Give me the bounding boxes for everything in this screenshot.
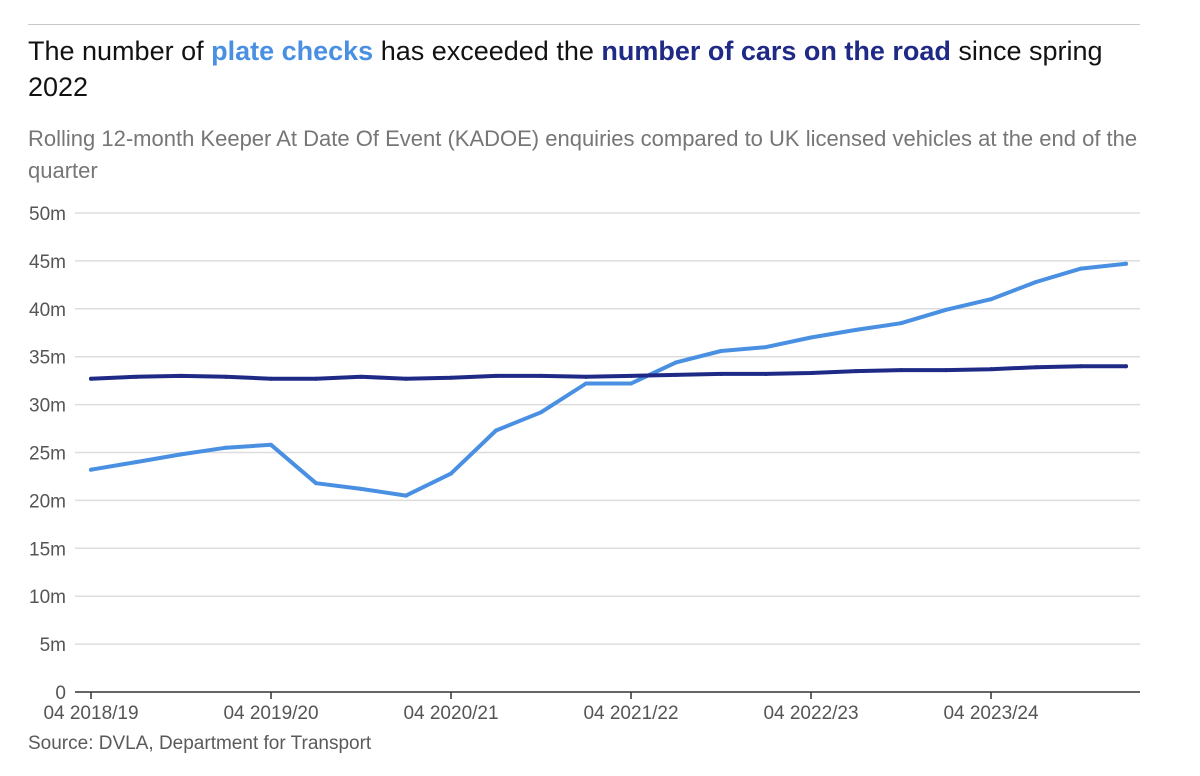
data-point-number-of-cars-on-the-road: [1079, 364, 1083, 369]
data-point-plate-checks: [134, 460, 138, 465]
title-part-1: The number of: [28, 36, 212, 66]
data-point-plate-checks: [314, 481, 318, 486]
data-point-number-of-cars-on-the-road: [404, 376, 408, 381]
data-point-number-of-cars-on-the-road: [719, 371, 723, 376]
series-lines: [89, 261, 1128, 498]
data-point-number-of-cars-on-the-road: [1124, 364, 1128, 369]
data-point-plate-checks: [1124, 261, 1128, 266]
data-point-number-of-cars-on-the-road: [584, 374, 588, 379]
x-tick-label: 04 2020/21: [403, 703, 498, 724]
data-point-number-of-cars-on-the-road: [359, 374, 363, 379]
x-tick-label: 04 2019/20: [223, 703, 318, 724]
series-line-number-of-cars-on-the-road: [89, 364, 1128, 381]
y-tick-label: 35m: [29, 348, 66, 369]
data-point-plate-checks: [854, 327, 858, 332]
data-point-plate-checks: [989, 297, 993, 302]
series-line-plate-checks: [89, 261, 1128, 498]
data-point-plate-checks: [449, 471, 453, 476]
x-tick-label: 04 2022/23: [763, 703, 858, 724]
x-tick-label: 04 2021/22: [583, 703, 678, 724]
data-point-number-of-cars-on-the-road: [224, 374, 228, 379]
title-highlight-cars-on-road: number of cars on the road: [601, 36, 951, 66]
y-tick-label: 10m: [29, 587, 66, 608]
data-point-plate-checks: [719, 348, 723, 353]
data-point-plate-checks: [764, 345, 768, 350]
data-point-number-of-cars-on-the-road: [494, 373, 498, 378]
data-point-plate-checks: [179, 452, 183, 457]
data-point-plate-checks: [539, 410, 543, 415]
chart-subtitle: Rolling 12-month Keeper At Date Of Event…: [28, 126, 1138, 183]
data-point-number-of-cars-on-the-road: [629, 373, 633, 378]
y-tick-label: 20m: [29, 491, 66, 512]
y-tick-label: 30m: [29, 396, 66, 417]
data-point-number-of-cars-on-the-road: [89, 376, 93, 381]
data-point-plate-checks: [359, 486, 363, 491]
data-point-plate-checks: [899, 321, 903, 326]
y-tick-label: 25m: [29, 444, 66, 465]
data-point-number-of-cars-on-the-road: [899, 368, 903, 373]
data-point-number-of-cars-on-the-road: [674, 372, 678, 377]
data-point-number-of-cars-on-the-road: [539, 373, 543, 378]
data-point-plate-checks: [629, 381, 633, 386]
data-point-number-of-cars-on-the-road: [1034, 365, 1038, 370]
data-point-plate-checks: [494, 428, 498, 433]
y-tick-label: 45m: [29, 252, 66, 273]
data-point-number-of-cars-on-the-road: [944, 368, 948, 373]
data-point-plate-checks: [944, 307, 948, 312]
gridlines: [75, 212, 1140, 645]
x-axis-ticks: 04 2018/19 04 2019/20 04 2020/21 04 2021/22…: [43, 692, 1039, 724]
y-tick-label: 0: [55, 683, 66, 704]
data-point-number-of-cars-on-the-road: [449, 375, 453, 380]
data-point-number-of-cars-on-the-road: [809, 370, 813, 375]
top-rule: [28, 24, 1140, 25]
y-tick-label: 15m: [29, 539, 66, 560]
data-point-number-of-cars-on-the-road: [314, 376, 318, 381]
data-point-number-of-cars-on-the-road: [989, 367, 993, 372]
y-axis-ticks: 0 5m 10m 15m 20m 25m 30m 35m 40m 45m 50m: [29, 204, 66, 704]
data-point-number-of-cars-on-the-road: [179, 373, 183, 378]
data-point-plate-checks: [224, 445, 228, 450]
data-point-plate-checks: [1079, 266, 1083, 271]
data-point-plate-checks: [404, 493, 408, 498]
y-tick-label: 5m: [40, 635, 66, 656]
y-tick-label: 50m: [29, 204, 66, 225]
source-note: Source: DVLA, Department for Transport: [28, 733, 372, 754]
title-part-3: since spring 2022: [28, 36, 1103, 102]
chart-title: The number of plate checks has exceeded …: [28, 33, 1148, 105]
data-point-number-of-cars-on-the-road: [764, 371, 768, 376]
x-tick-label: 04 2023/24: [943, 703, 1039, 724]
title-highlight-plate-checks: plate checks: [211, 36, 374, 66]
title-part-2: has exceeded the: [373, 36, 602, 66]
x-tick-label: 04 2018/19: [43, 703, 138, 724]
y-tick-label: 40m: [29, 300, 66, 321]
data-point-number-of-cars-on-the-road: [269, 376, 273, 381]
data-point-plate-checks: [809, 335, 813, 340]
data-point-plate-checks: [1034, 279, 1038, 284]
data-point-plate-checks: [89, 467, 93, 472]
data-point-plate-checks: [674, 360, 678, 365]
data-point-number-of-cars-on-the-road: [134, 374, 138, 379]
data-point-plate-checks: [269, 442, 273, 447]
data-point-plate-checks: [584, 381, 588, 386]
data-point-number-of-cars-on-the-road: [854, 369, 858, 374]
